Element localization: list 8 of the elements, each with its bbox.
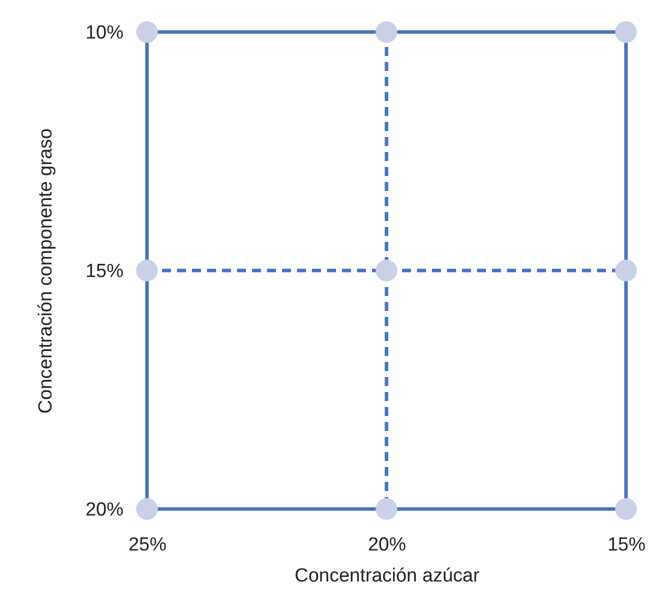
x-tick-label: 20% [368,534,406,556]
x-tick-label: 15% [607,534,646,556]
x-axis-title: Concentración azúcar [294,566,480,586]
y-tick-label: 20% [85,500,124,520]
x-tick-label: 25% [128,534,167,556]
y-axis-title: Concentración componente graso [35,128,56,414]
y-tick-label: 10% [85,22,124,44]
y-tick-label: 15% [85,261,124,282]
